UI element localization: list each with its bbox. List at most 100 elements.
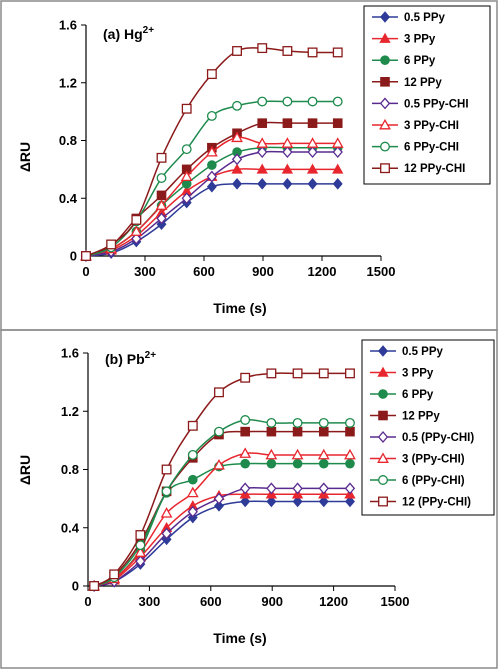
- data-point: [240, 458, 250, 469]
- data-point: [156, 190, 167, 201]
- panel-label-superscript: 2+: [143, 25, 155, 36]
- legend-label: 3 (PPy-CHI): [402, 454, 465, 466]
- series-line: [85, 182, 338, 257]
- series-6: [80, 131, 344, 261]
- data-point: [292, 458, 303, 469]
- panel-label-superscript: 2+: [145, 350, 157, 361]
- data-point: [332, 96, 343, 107]
- data-point: [161, 486, 172, 497]
- data-point: [240, 482, 251, 495]
- chart-panel-pb: 0 300 600 900 1200 1500 0 0.4 0.8 1.2 1.6 Time (s) Δ…: [17, 339, 495, 646]
- data-point: [180, 170, 193, 182]
- legend: 0.5 PPy 3 PPy 6 PPy 12 PPy 0.5 (PPy-CHI) 3 (P…: [361, 339, 495, 516]
- x-tick-label: 0: [84, 594, 91, 609]
- y-tick-label: 0.4: [61, 520, 80, 535]
- data-point: [307, 47, 318, 58]
- y-tick-label: 0: [72, 579, 79, 594]
- data-point: [240, 495, 251, 508]
- data-point: [109, 569, 120, 580]
- data-point: [181, 103, 192, 114]
- chart-panel-hg: 0 300 600 900 1200 1500 0 0.4 0.8 1.2 1.6 Time (s) Δ…: [17, 5, 491, 316]
- data-point: [345, 458, 355, 469]
- legend-marker: [378, 389, 388, 399]
- data-point: [187, 474, 198, 485]
- legend-marker: [380, 77, 390, 87]
- legend-label: 6 PPy: [402, 389, 434, 401]
- series-line: [93, 486, 350, 587]
- data-point: [131, 214, 142, 225]
- legend-label: 3 PPy: [402, 368, 434, 380]
- legend-label: 0.5 PPy: [404, 12, 446, 24]
- data-point: [265, 448, 278, 460]
- data-point: [232, 46, 242, 56]
- data-point: [135, 540, 146, 551]
- data-point: [344, 448, 356, 460]
- y-tick-label: 1.2: [61, 404, 79, 419]
- data-point: [160, 507, 173, 518]
- data-point: [317, 448, 330, 460]
- legend-label: 12 PPy: [402, 411, 440, 423]
- data-point: [318, 368, 329, 379]
- legend-label: 0.5 (PPy-CHI): [402, 432, 474, 444]
- legend-label: 6 PPy: [404, 55, 436, 67]
- data-point: [281, 163, 294, 174]
- data-point: [307, 118, 318, 128]
- legend-label: 6 PPy-CHI: [404, 142, 459, 154]
- legend-marker: [378, 345, 388, 357]
- data-point: [306, 137, 319, 148]
- data-point: [240, 415, 251, 425]
- legend: 0.5 PPy 3 PPy 6 PPy 12 PPy 0.5 PPy-CHI 3 PPy-…: [363, 5, 491, 185]
- series-7: [81, 96, 343, 261]
- data-point: [214, 500, 224, 512]
- x-tick-label: 1500: [367, 264, 396, 279]
- data-point: [292, 495, 303, 508]
- series-line: [93, 500, 350, 587]
- data-point: [240, 426, 250, 437]
- data-point: [307, 96, 318, 107]
- data-point: [291, 448, 304, 460]
- data-point: [318, 482, 329, 495]
- data-point: [181, 144, 192, 155]
- y-tick-label: 0.8: [61, 462, 79, 477]
- data-point: [161, 527, 172, 540]
- data-point: [306, 163, 319, 174]
- data-point: [292, 426, 303, 437]
- panel-b-frame: [0, 329, 498, 669]
- legend-label: 0.5 PPy: [402, 346, 444, 358]
- panel-label: (a) Hg2+: [103, 25, 154, 42]
- x-tick-label: 600: [193, 264, 215, 279]
- data-point: [282, 96, 293, 107]
- x-tick-label: 300: [139, 594, 161, 609]
- data-point: [318, 495, 329, 508]
- y-axis-title: ΔRU: [17, 455, 33, 485]
- legend-label: 12 (PPy-CHI): [402, 497, 471, 509]
- legend-marker: [377, 452, 389, 463]
- data-point: [332, 178, 343, 190]
- data-point: [292, 482, 303, 495]
- data-point: [156, 173, 167, 183]
- data-point: [345, 426, 355, 437]
- data-point: [106, 239, 117, 250]
- data-point: [345, 495, 355, 508]
- data-point: [332, 47, 343, 58]
- y-tick-label: 0: [70, 249, 77, 264]
- data-point: [257, 43, 268, 54]
- data-point: [186, 486, 199, 498]
- data-point: [214, 426, 224, 437]
- data-point: [282, 118, 293, 128]
- data-point: [257, 146, 268, 159]
- legend-marker: [377, 366, 389, 377]
- data-point: [318, 426, 329, 437]
- x-tick-label: 900: [252, 264, 274, 279]
- x-tick-label: 1200: [319, 594, 348, 609]
- legend-marker: [379, 97, 391, 110]
- series-line: [93, 452, 350, 587]
- data-point: [239, 447, 252, 458]
- series-1: [89, 495, 355, 592]
- data-point: [318, 458, 329, 469]
- data-point: [292, 368, 303, 379]
- panel-label: (b) Pb2+: [105, 350, 156, 367]
- data-point: [282, 178, 293, 190]
- data-point: [240, 372, 251, 383]
- data-point: [187, 505, 198, 518]
